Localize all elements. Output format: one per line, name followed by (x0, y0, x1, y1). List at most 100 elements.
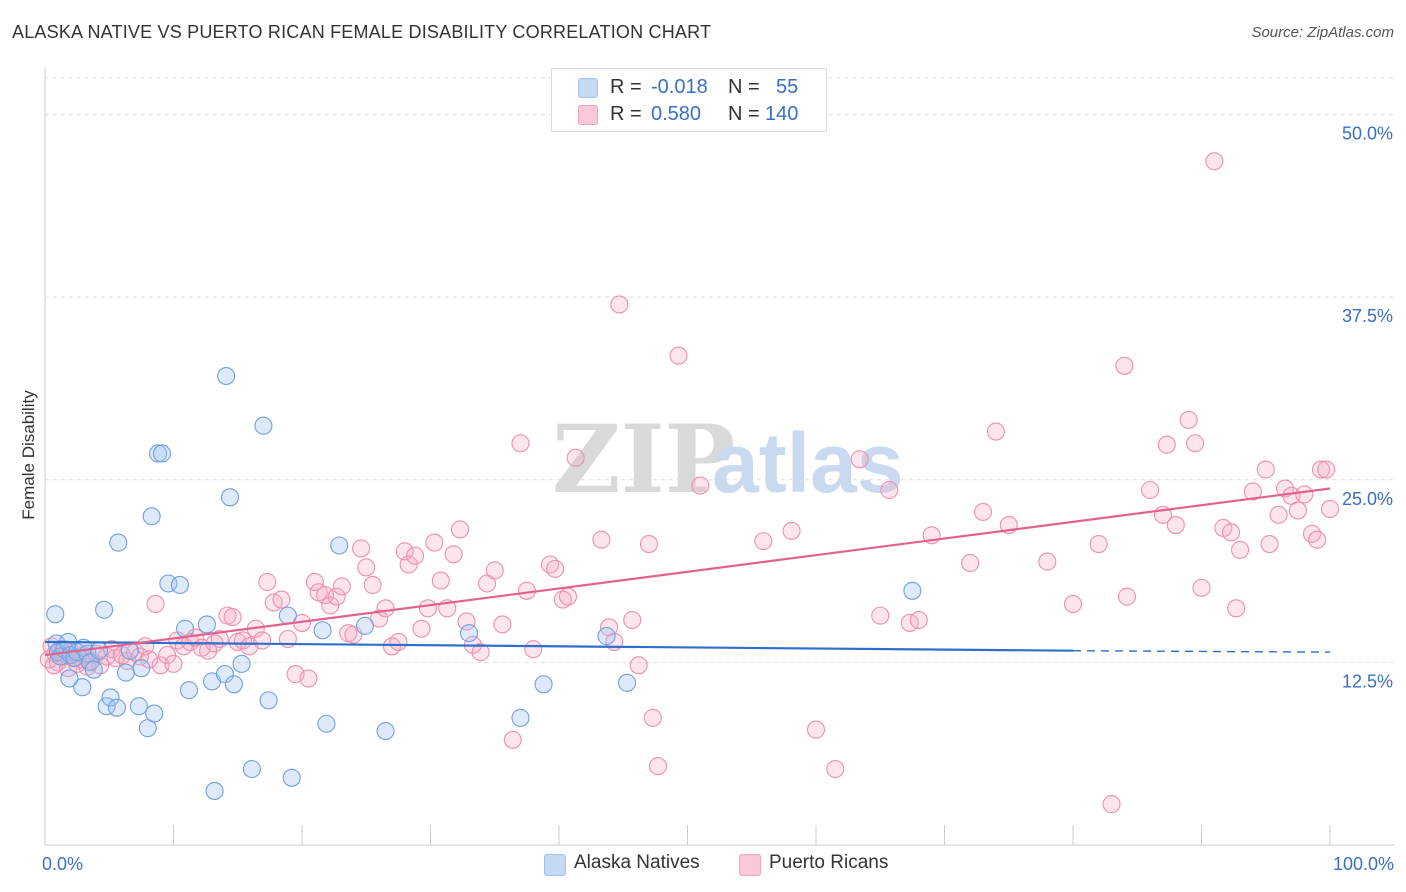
y-tick-label: 50.0% (1342, 124, 1393, 144)
puerto-ricans-point (444, 545, 463, 564)
puerto-ricans-point (691, 476, 710, 495)
puerto-ricans-point (511, 434, 530, 453)
puerto-ricans-point (431, 571, 450, 590)
puerto-ricans-point (457, 612, 476, 631)
puerto-ricans-point (1063, 594, 1083, 613)
alaska-natives-point (89, 641, 109, 660)
alaska-natives-point (313, 621, 332, 640)
puerto-ricans-point (406, 546, 425, 565)
alaska-natives-point (232, 654, 251, 673)
puerto-ricans-point (850, 450, 869, 469)
puerto-ricans-point (1269, 505, 1288, 524)
puerto-ricans-point (973, 502, 993, 521)
alaska-natives-point (282, 768, 301, 787)
alaska-natives-point (142, 507, 161, 526)
puerto-ricans-point (418, 599, 437, 618)
puerto-ricans-point (639, 534, 659, 554)
puerto-ricans-point (1288, 501, 1307, 520)
puerto-ricans-trend-line (44, 487, 1331, 657)
legend-n-label: N = (728, 103, 760, 125)
legend-r-value: 0.580 (651, 103, 702, 125)
alaska-natives-point (145, 704, 164, 723)
puerto-ricans-point (826, 759, 845, 779)
puerto-ricans-point (566, 448, 585, 467)
alaska-natives-point (317, 714, 336, 733)
alaska-natives-point (107, 698, 127, 717)
puerto-ricans-point (1192, 578, 1211, 597)
puerto-ricans-point (1227, 599, 1246, 618)
alaska-natives-point (511, 708, 530, 727)
alaska-natives-point (159, 574, 178, 593)
alaska-natives-point (330, 536, 349, 555)
x-tick-label-max: 100.0% (1333, 854, 1394, 874)
alaska-natives-point (278, 606, 297, 625)
alaska-natives-point (618, 673, 637, 692)
puerto-ricans-point (553, 590, 572, 609)
puerto-ricans-point (1311, 460, 1331, 479)
grid-lines (45, 77, 1394, 663)
puerto-ricans-point (1256, 460, 1275, 479)
puerto-ricans-point (871, 606, 890, 625)
puerto-ricans-point (199, 641, 218, 660)
alaska-natives-point (60, 669, 79, 688)
puerto-ricans-point (610, 295, 629, 314)
alaska-natives-point (84, 660, 103, 679)
puerto-ricans-point (961, 553, 980, 573)
alaska-natives-point (116, 663, 136, 682)
puerto-ricans-point (1179, 410, 1198, 429)
alaska-natives-point (95, 600, 114, 619)
puerto-ricans-point (1115, 356, 1134, 375)
puerto-ricans-point (493, 615, 512, 634)
alaska-natives-point (459, 624, 479, 643)
y-tick-labels: 12.5% 25.0% 37.5% 50.0% (1342, 124, 1393, 692)
axes (44, 68, 1394, 846)
puerto-ricans-point (503, 730, 522, 749)
alaska-natives-point (149, 444, 168, 463)
legend-r-label: R = (610, 103, 642, 125)
alaska-natives-point (170, 575, 189, 595)
alaska-natives-point (217, 366, 236, 386)
legend-row-alaska-natives: R = -0.018 N = 55 (552, 74, 826, 100)
puerto-ricans-point (352, 539, 371, 558)
puerto-ricans-point (592, 530, 611, 549)
alaska-natives-point (73, 678, 92, 697)
watermark-atlas: atlas (712, 416, 903, 510)
puerto-ricans-point (253, 631, 272, 650)
chart-source: Source: ZipAtlas.com (1251, 24, 1394, 41)
puerto-ricans-point (623, 610, 642, 630)
trend-lines (44, 487, 1331, 657)
alaska-natives-point (205, 781, 224, 800)
legend-swatch-blue (544, 854, 566, 876)
alaska-natives-point (176, 619, 195, 638)
alaska-natives-point (109, 533, 128, 552)
alaska-natives-point (215, 665, 234, 684)
puerto-ricans-point (164, 654, 183, 673)
puerto-ricans-point (471, 643, 490, 662)
alaska-natives-point (152, 444, 171, 463)
puerto-ricans-point (1308, 530, 1327, 549)
puerto-ricans-point (806, 720, 826, 739)
alaska-natives-point (220, 488, 240, 507)
puerto-ricans-point (754, 532, 773, 551)
alaska-natives-point (254, 416, 273, 435)
legend-swatch-pink (739, 854, 761, 876)
legend-row-puerto-ricans: R = 0.580 N = 140 (552, 101, 826, 127)
alaska-natives-point (129, 697, 148, 716)
puerto-ricans-point (1205, 152, 1224, 171)
stats-legend: R = -0.018 N = 55 R = 0.580 N = 140 (551, 68, 827, 132)
legend-swatch-blue (578, 78, 598, 98)
puerto-ricans-point (1320, 499, 1340, 519)
puerto-ricans-point (305, 572, 324, 592)
puerto-ricans-point (1243, 482, 1262, 501)
alaska-natives-point (903, 581, 922, 600)
y-axis-label: Female Disability (19, 390, 38, 520)
puerto-ricans-point (669, 346, 688, 365)
alaska-natives-point (197, 615, 216, 634)
puerto-ricans-point (986, 422, 1005, 441)
puerto-ricans-point (1102, 795, 1121, 814)
puerto-ricans-point (643, 708, 662, 727)
puerto-ricans-point (332, 577, 351, 596)
puerto-ricans-point (782, 521, 801, 540)
puerto-ricans-point (389, 632, 408, 651)
